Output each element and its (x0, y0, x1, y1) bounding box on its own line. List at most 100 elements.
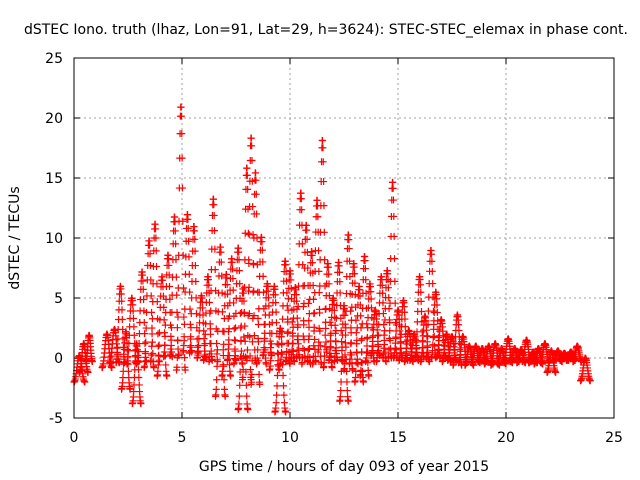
data-point-marker (148, 308, 156, 316)
data-point-marker (192, 310, 200, 318)
data-point-marker (265, 294, 273, 302)
data-point-marker (186, 320, 194, 328)
data-point-marker (286, 360, 294, 368)
data-point-marker (159, 276, 167, 284)
data-point-marker (357, 366, 365, 374)
data-point-marker (362, 289, 370, 297)
data-point-marker (277, 355, 285, 363)
data-point-marker (418, 328, 426, 336)
data-point-marker (352, 329, 360, 337)
data-point-marker (237, 347, 245, 355)
data-point-marker (181, 354, 189, 362)
data-point-marker (118, 297, 126, 305)
data-point-marker (379, 310, 387, 318)
data-point-marker (380, 344, 388, 352)
data-point-marker (154, 342, 162, 350)
data-point-marker (141, 340, 149, 348)
data-point-marker (428, 257, 436, 265)
data-point-marker (455, 326, 463, 334)
data-point-marker (231, 337, 239, 345)
data-point-marker (282, 261, 290, 269)
data-point-marker (262, 360, 270, 368)
data-point-marker (321, 352, 329, 360)
data-point-marker (141, 330, 149, 338)
data-point-marker (148, 324, 156, 332)
data-point-marker (180, 320, 188, 328)
data-point-marker (255, 370, 263, 378)
data-point-marker (235, 267, 243, 275)
data-point-marker (260, 337, 268, 345)
data-point-marker (341, 339, 349, 347)
data-point-marker (135, 374, 143, 382)
data-point-marker (224, 352, 232, 360)
data-point-marker (315, 338, 323, 346)
data-point-marker (152, 234, 160, 242)
data-point-marker (177, 103, 185, 111)
data-point-marker (160, 316, 168, 324)
data-point-marker (389, 178, 397, 186)
data-point-marker (160, 348, 168, 356)
data-point-marker (214, 358, 222, 366)
data-point-marker (308, 259, 316, 267)
data-point-marker (361, 265, 369, 273)
data-point-marker (356, 286, 364, 294)
data-point-marker (309, 352, 317, 360)
data-point-marker (401, 315, 409, 323)
data-point-marker (210, 201, 218, 209)
y-axis-label: dSTEC / TECUs (7, 186, 23, 289)
data-point-marker (246, 366, 254, 374)
data-point-marker (288, 340, 296, 348)
data-point-marker (328, 364, 336, 372)
data-point-marker (243, 164, 251, 172)
data-point-marker (365, 372, 373, 380)
data-point-marker (162, 361, 170, 369)
x-tick-label: 20 (497, 430, 515, 446)
data-point-marker (303, 235, 311, 243)
data-point-marker (205, 299, 213, 307)
data-point-marker (412, 344, 420, 352)
data-point-marker (205, 281, 213, 289)
data-point-marker (325, 292, 333, 300)
data-point-marker (161, 341, 169, 349)
data-point-marker (243, 346, 251, 354)
data-point-marker (278, 350, 286, 358)
data-point-marker (84, 368, 92, 376)
data-point-marker (308, 251, 316, 259)
data-point-marker (117, 290, 125, 298)
data-point-marker (211, 227, 219, 235)
data-point-marker (135, 366, 143, 374)
data-point-marker (259, 272, 267, 280)
data-point-marker (201, 347, 209, 355)
data-point-marker (240, 289, 248, 297)
data-point-marker (254, 334, 262, 342)
data-point-marker (401, 308, 409, 316)
data-point-marker (433, 309, 441, 317)
data-point-marker (322, 324, 330, 332)
data-point-marker (396, 344, 404, 352)
data-point-marker (180, 342, 188, 350)
data-point-marker (235, 248, 243, 256)
data-point-marker (282, 408, 290, 416)
data-point-marker (272, 319, 280, 327)
data-point-marker (586, 377, 594, 385)
data-point-marker (200, 327, 208, 335)
data-point-marker (287, 284, 295, 292)
data-point-marker (146, 262, 154, 270)
data-point-marker (135, 348, 143, 356)
data-point-marker (247, 134, 255, 142)
data-point-marker (190, 227, 198, 235)
data-point-marker (259, 258, 267, 266)
data-point-marker (249, 338, 257, 346)
data-point-marker (386, 327, 394, 335)
data-point-marker (174, 337, 182, 345)
data-point-marker (417, 297, 425, 305)
data-point-marker (153, 262, 161, 270)
data-point-marker (386, 319, 394, 327)
data-point-marker (277, 349, 285, 357)
data-point-marker (153, 298, 161, 306)
data-point-marker (385, 334, 393, 342)
data-point-marker (130, 323, 138, 331)
data-point-marker (139, 285, 147, 293)
data-point-marker (108, 364, 116, 372)
